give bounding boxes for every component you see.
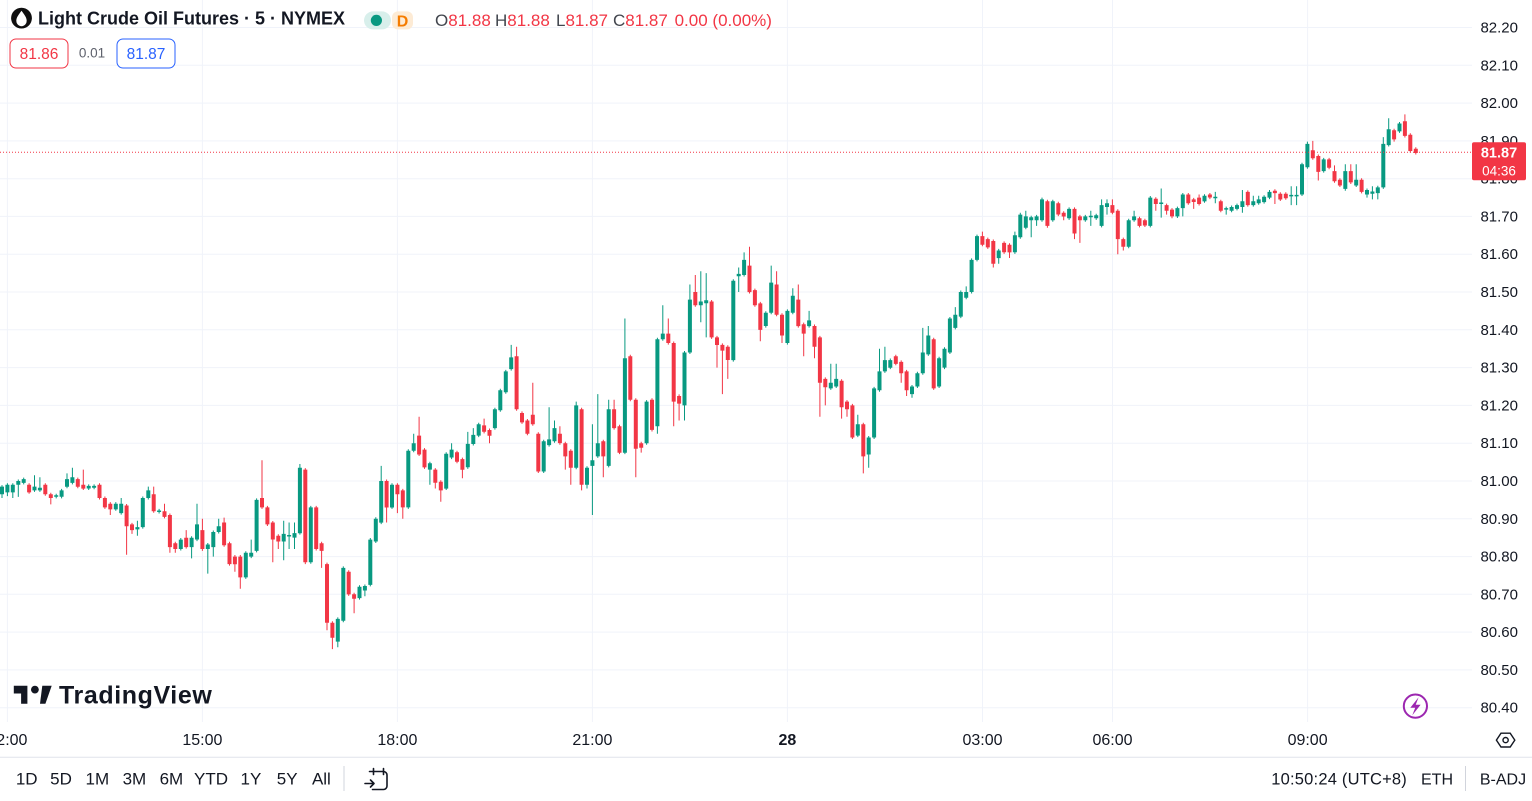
svg-text:80.40: 80.40: [1480, 700, 1518, 717]
svg-text:80.90: 80.90: [1480, 511, 1518, 528]
svg-text:81.40: 81.40: [1480, 322, 1518, 339]
svg-text:TradingView: TradingView: [59, 682, 212, 710]
svg-text:0.01: 0.01: [79, 46, 105, 61]
svg-text:81.87: 81.87: [1481, 146, 1517, 162]
svg-text:03:00: 03:00: [962, 732, 1002, 749]
svg-text:O81.88: O81.88: [435, 11, 491, 30]
svg-text:6M: 6M: [160, 770, 184, 789]
svg-text:80.60: 80.60: [1480, 624, 1518, 641]
svg-text:1M: 1M: [85, 770, 109, 789]
svg-text:81.60: 81.60: [1480, 246, 1518, 263]
svg-text:12:00: 12:00: [0, 732, 28, 749]
svg-text:82.00: 82.00: [1480, 95, 1518, 112]
svg-text:Light Crude Oil Futures · 5 ·: Light Crude Oil Futures · 5 · NYMEX: [38, 9, 345, 29]
svg-text:5D: 5D: [50, 770, 72, 789]
svg-text:21:00: 21:00: [572, 732, 612, 749]
svg-text:D: D: [397, 14, 409, 31]
svg-text:81.86: 81.86: [20, 46, 59, 63]
svg-text:81.87: 81.87: [127, 46, 166, 63]
svg-text:82.10: 82.10: [1480, 57, 1518, 74]
svg-text:06:00: 06:00: [1092, 732, 1132, 749]
svg-text:28: 28: [779, 732, 797, 749]
svg-text:L81.87: L81.87: [556, 11, 608, 30]
svg-text:81.50: 81.50: [1480, 284, 1518, 301]
svg-text:C81.87: C81.87: [613, 11, 668, 30]
svg-text:04:36: 04:36: [1482, 164, 1516, 179]
svg-text:1Y: 1Y: [241, 770, 262, 789]
svg-text:3M: 3M: [123, 770, 147, 789]
svg-text:81.10: 81.10: [1480, 435, 1518, 452]
svg-text:15:00: 15:00: [182, 732, 222, 749]
svg-text:B-ADJ: B-ADJ: [1480, 772, 1526, 789]
svg-text:ETH: ETH: [1421, 772, 1453, 789]
svg-text:10:50:24 (UTC+8): 10:50:24 (UTC+8): [1271, 771, 1407, 789]
svg-text:All: All: [312, 770, 331, 789]
svg-text:81.30: 81.30: [1480, 360, 1518, 377]
svg-text:0.00 (0.00%): 0.00 (0.00%): [675, 11, 772, 30]
svg-text:YTD: YTD: [194, 770, 228, 789]
svg-text:82.20: 82.20: [1480, 20, 1518, 37]
svg-text:H81.88: H81.88: [495, 11, 550, 30]
svg-text:18:00: 18:00: [377, 732, 417, 749]
svg-text:80.70: 80.70: [1480, 586, 1518, 603]
svg-text:81.70: 81.70: [1480, 208, 1518, 225]
svg-text:09:00: 09:00: [1288, 732, 1328, 749]
svg-text:1D: 1D: [16, 770, 38, 789]
svg-text:81.00: 81.00: [1480, 473, 1518, 490]
svg-text:81.20: 81.20: [1480, 397, 1518, 414]
svg-text:5Y: 5Y: [277, 770, 298, 789]
svg-text:80.50: 80.50: [1480, 662, 1518, 679]
svg-text:80.80: 80.80: [1480, 549, 1518, 566]
